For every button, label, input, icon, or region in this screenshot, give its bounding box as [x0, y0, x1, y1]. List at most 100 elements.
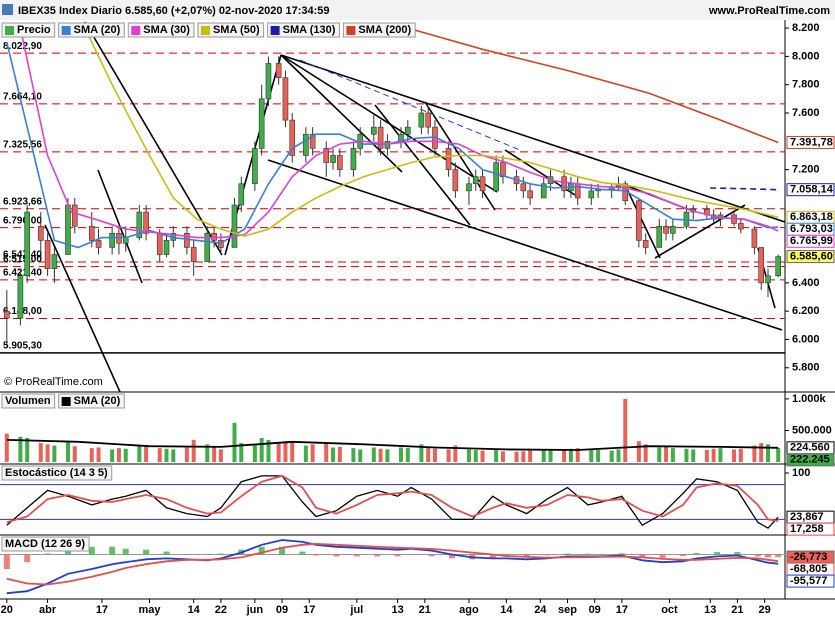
- x-tick-label: 29: [758, 604, 770, 616]
- value-label-text: 7.058,14: [790, 184, 834, 196]
- macd-histogram-bar: [523, 554, 530, 557]
- candle-body: [109, 233, 115, 248]
- volume-bar: [657, 447, 662, 462]
- volume-bar: [514, 451, 519, 462]
- sma-line: [407, 27, 779, 144]
- value-label: 7.391,78: [786, 135, 835, 149]
- macd-histogram-bar: [217, 553, 224, 555]
- value-label-box: [786, 234, 835, 248]
- macd-histogram-bar: [765, 554, 772, 558]
- volume-bar: [157, 448, 162, 462]
- volume-bar: [164, 448, 169, 462]
- volume-bar: [759, 443, 764, 462]
- volume-bar: [704, 450, 709, 462]
- volume-bar: [144, 446, 149, 462]
- volume-bar: [664, 446, 669, 462]
- x-tick-label: 20: [1, 604, 13, 616]
- macd-histogram-bar: [544, 554, 551, 556]
- x-tick-label: may: [139, 604, 162, 616]
- y-tick-label: 7.200: [792, 164, 820, 176]
- x-tick-label: 17: [96, 604, 108, 616]
- candle-body: [17, 275, 24, 319]
- candle-body: [500, 162, 506, 177]
- y-tick-label: 5.800: [792, 362, 820, 374]
- legend-box: [1, 536, 90, 552]
- x-tick-label: 14: [500, 604, 513, 616]
- macd-histogram-bar: [88, 546, 95, 555]
- y-tick-label: 1.000k: [792, 393, 827, 405]
- volume-bar: [212, 447, 217, 462]
- y-tick-label: 500.000: [792, 424, 832, 436]
- value-label-text: -68,805: [790, 563, 827, 575]
- candle-body: [738, 223, 744, 230]
- y-tick-label: 7.600: [792, 107, 820, 119]
- candle-body: [163, 240, 170, 255]
- macd-histogram-bar: [44, 553, 51, 555]
- macd-histogram-bar: [754, 554, 761, 557]
- macd-histogram-bar: [3, 554, 10, 569]
- volume-bar: [623, 398, 628, 462]
- candle-body: [670, 225, 676, 234]
- candle-body: [350, 148, 357, 170]
- level-label: 6.547,40: [3, 250, 42, 261]
- volume-bar: [123, 448, 128, 462]
- legend-box: [1, 22, 56, 38]
- panel-legend-item: Precio: [1, 22, 56, 38]
- legend-label: Volumen: [5, 395, 51, 407]
- volume-bar: [636, 441, 641, 462]
- volume-sma-line: [6, 439, 779, 451]
- macd-histogram-bar: [693, 553, 700, 555]
- candle-body: [540, 183, 547, 199]
- x-tick-label: ago: [459, 604, 479, 616]
- volume-bar: [184, 447, 189, 462]
- value-label-text: -95,577: [790, 575, 827, 587]
- macd-histogram-bar: [639, 554, 646, 558]
- value-label-box: [786, 453, 835, 467]
- value-label: 23,867: [786, 510, 835, 524]
- y-tick-label: 6.000: [792, 333, 820, 345]
- legend-label: Precio: [17, 24, 51, 36]
- candle-body: [51, 254, 58, 269]
- candle-body: [136, 211, 143, 238]
- volume-bar: [718, 448, 723, 462]
- volume-bar: [589, 449, 594, 462]
- copyright: © ProRealTime.com: [4, 376, 103, 388]
- volume-bar: [670, 448, 675, 462]
- sma-line: [84, 27, 779, 237]
- trendline: [280, 54, 786, 223]
- x-tick-label: oct: [661, 604, 678, 616]
- x-tick-label: 09: [276, 604, 288, 616]
- volume-bar: [766, 444, 771, 462]
- macd-histogram-bar: [714, 552, 721, 555]
- macd-histogram-bar: [775, 554, 782, 558]
- value-label: 6.585,60: [786, 250, 835, 264]
- panel-legend-item: SMA (130): [267, 22, 340, 38]
- volume-bar: [398, 447, 403, 462]
- x-tick-label: 22: [215, 604, 227, 616]
- trendline: [84, 21, 223, 256]
- volume-bar: [480, 450, 485, 462]
- volume-bar: [276, 443, 281, 462]
- panel-legend-item: SMA (20): [58, 22, 125, 38]
- x-tick-label: 17: [616, 604, 628, 616]
- legend-label: SMA (20): [74, 24, 121, 36]
- candle-body: [445, 148, 452, 170]
- macd-histogram-bar: [618, 553, 625, 555]
- volume-bar: [331, 447, 336, 462]
- panel-legend-item: SMA (50): [197, 22, 265, 38]
- candle-body: [404, 126, 411, 135]
- candle-body: [258, 98, 265, 149]
- stochastic-line: [6, 474, 779, 524]
- volume-bar: [473, 450, 478, 462]
- site-name: www.ProRealTime.com: [708, 5, 830, 17]
- candle-body: [337, 155, 343, 170]
- value-label: -95,577: [786, 574, 835, 588]
- volume-bar: [521, 451, 526, 462]
- volume-bar: [494, 449, 499, 462]
- volume-bar: [732, 449, 737, 462]
- volume-bar: [259, 438, 264, 462]
- candle-body: [466, 183, 472, 192]
- candle-body: [44, 240, 51, 269]
- volume-bar: [137, 445, 142, 462]
- value-label-text: 222.245: [790, 454, 830, 466]
